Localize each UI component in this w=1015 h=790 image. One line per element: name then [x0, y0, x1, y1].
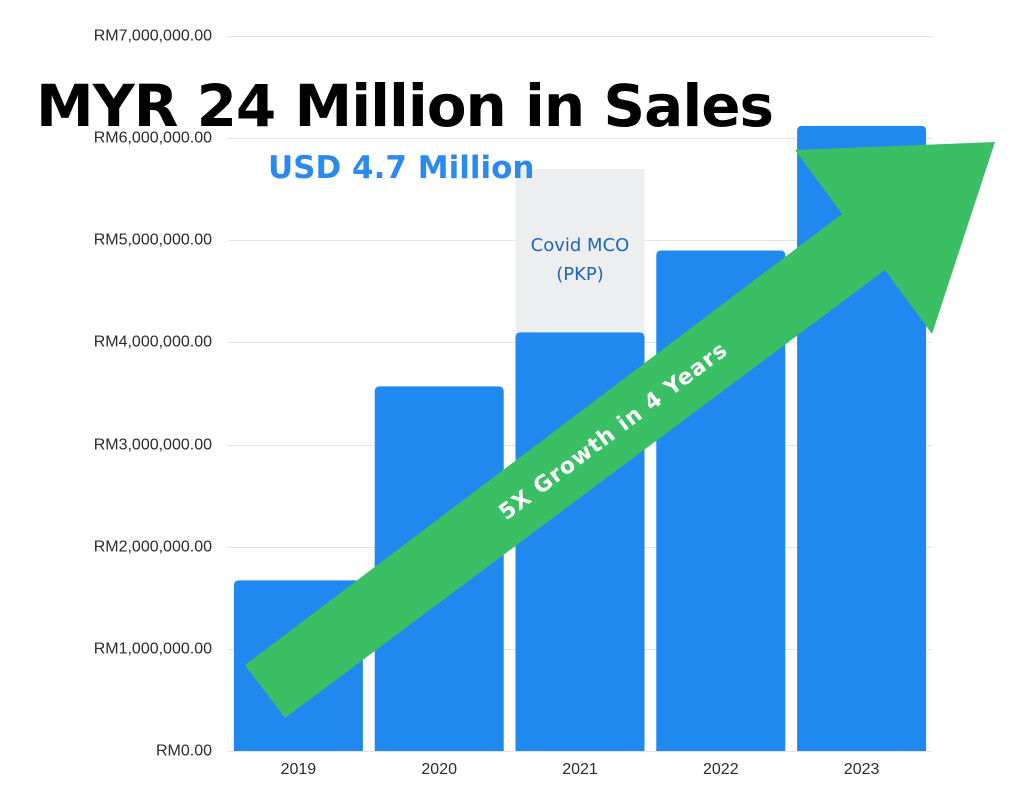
covid-label-line2: (PKP) [556, 264, 604, 285]
x-tick-label: 2019 [281, 761, 317, 778]
y-axis-tick-labels: RM0.00 RM1,000,000.00 RM2,000,000.00 RM3,00… [94, 28, 212, 760]
x-tick-label: 2023 [844, 761, 880, 778]
y-tick-label: RM4,000,000.00 [94, 334, 212, 351]
covid-label-line1: Covid MCO [531, 235, 630, 256]
y-tick-label: RM6,000,000.00 [94, 130, 212, 147]
growth-arrow-shape [245, 142, 995, 718]
headline: MYR 24 Million in Sales [36, 72, 774, 140]
y-tick-label: RM2,000,000.00 [94, 539, 212, 556]
x-tick-label: 2021 [562, 761, 598, 778]
subheadline: USD 4.7 Million [268, 150, 535, 186]
covid-band-layer: Covid MCO (PKP) [515, 168, 645, 333]
y-tick-label: RM5,000,000.00 [94, 232, 212, 249]
y-tick-label: RM7,000,000.00 [94, 28, 212, 45]
x-axis-tick-labels: 2019 2020 2021 2022 2023 [281, 761, 880, 778]
x-tick-label: 2020 [421, 761, 457, 778]
x-tick-label: 2022 [703, 761, 739, 778]
covid-band [515, 168, 645, 333]
y-tick-label: RM1,000,000.00 [94, 641, 212, 658]
y-tick-label: RM0.00 [156, 743, 212, 760]
y-tick-label: RM3,000,000.00 [94, 437, 212, 454]
